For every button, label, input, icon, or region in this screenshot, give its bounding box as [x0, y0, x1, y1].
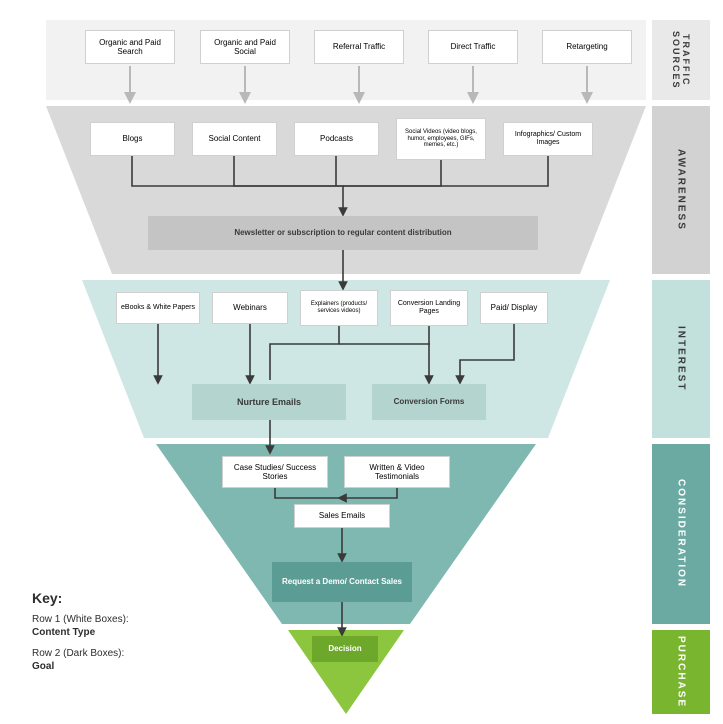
traffic-box-0: Organic and Paid Search: [85, 30, 175, 64]
legend-key: Key: Row 1 (White Boxes): Content Type R…: [32, 590, 129, 682]
stage-label-traffic: TRAFFIC SOURCES: [652, 20, 710, 100]
traffic-box-2: Referral Traffic: [314, 30, 404, 64]
awareness-box-1: Social Content: [192, 122, 277, 156]
awareness-box-3: Social Videos (video blogs, humor, emplo…: [396, 118, 486, 160]
traffic-box-3: Direct Traffic: [428, 30, 518, 64]
key-row1-value: Content Type: [32, 627, 129, 638]
awareness-box-4: Infographics/ Custom Images: [503, 122, 593, 156]
stage-label-purchase: PURCHASE: [652, 630, 710, 714]
key-title: Key:: [32, 590, 129, 606]
key-row1-label: Row 1 (White Boxes):: [32, 614, 129, 625]
stage-label-awareness: AWARENESS: [652, 106, 710, 274]
traffic-box-4: Retargeting: [542, 30, 632, 64]
goal-awareness: Newsletter or subscription to regular co…: [148, 216, 538, 250]
key-row2-value: Goal: [32, 661, 129, 672]
consideration-r1-box-0: Case Studies/ Success Stories: [222, 456, 328, 488]
interest-box-0: eBooks & White Papers: [116, 292, 200, 324]
awareness-box-0: Blogs: [90, 122, 175, 156]
interest-box-4: Paid/ Display: [480, 292, 548, 324]
goal-interest-nurture: Nurture Emails: [192, 384, 346, 420]
goal-purchase: Decision: [312, 636, 378, 662]
consideration-r1-box-1: Written & Video Testimonials: [344, 456, 450, 488]
stage-label-consideration: CONSIDERATION: [652, 444, 710, 624]
interest-box-1: Webinars: [212, 292, 288, 324]
key-row2-label: Row 2 (Dark Boxes):: [32, 648, 129, 659]
traffic-box-1: Organic and Paid Social: [200, 30, 290, 64]
consideration-r2-box-0: Sales Emails: [294, 504, 390, 528]
goal-interest-conversion: Conversion Forms: [372, 384, 486, 420]
stage-label-interest: INTEREST: [652, 280, 710, 438]
goal-consideration: Request a Demo/ Contact Sales: [272, 562, 412, 602]
interest-box-3: Conversion Landing Pages: [390, 290, 468, 326]
awareness-box-2: Podcasts: [294, 122, 379, 156]
interest-box-2: Explainers (products/ services videos): [300, 290, 378, 326]
